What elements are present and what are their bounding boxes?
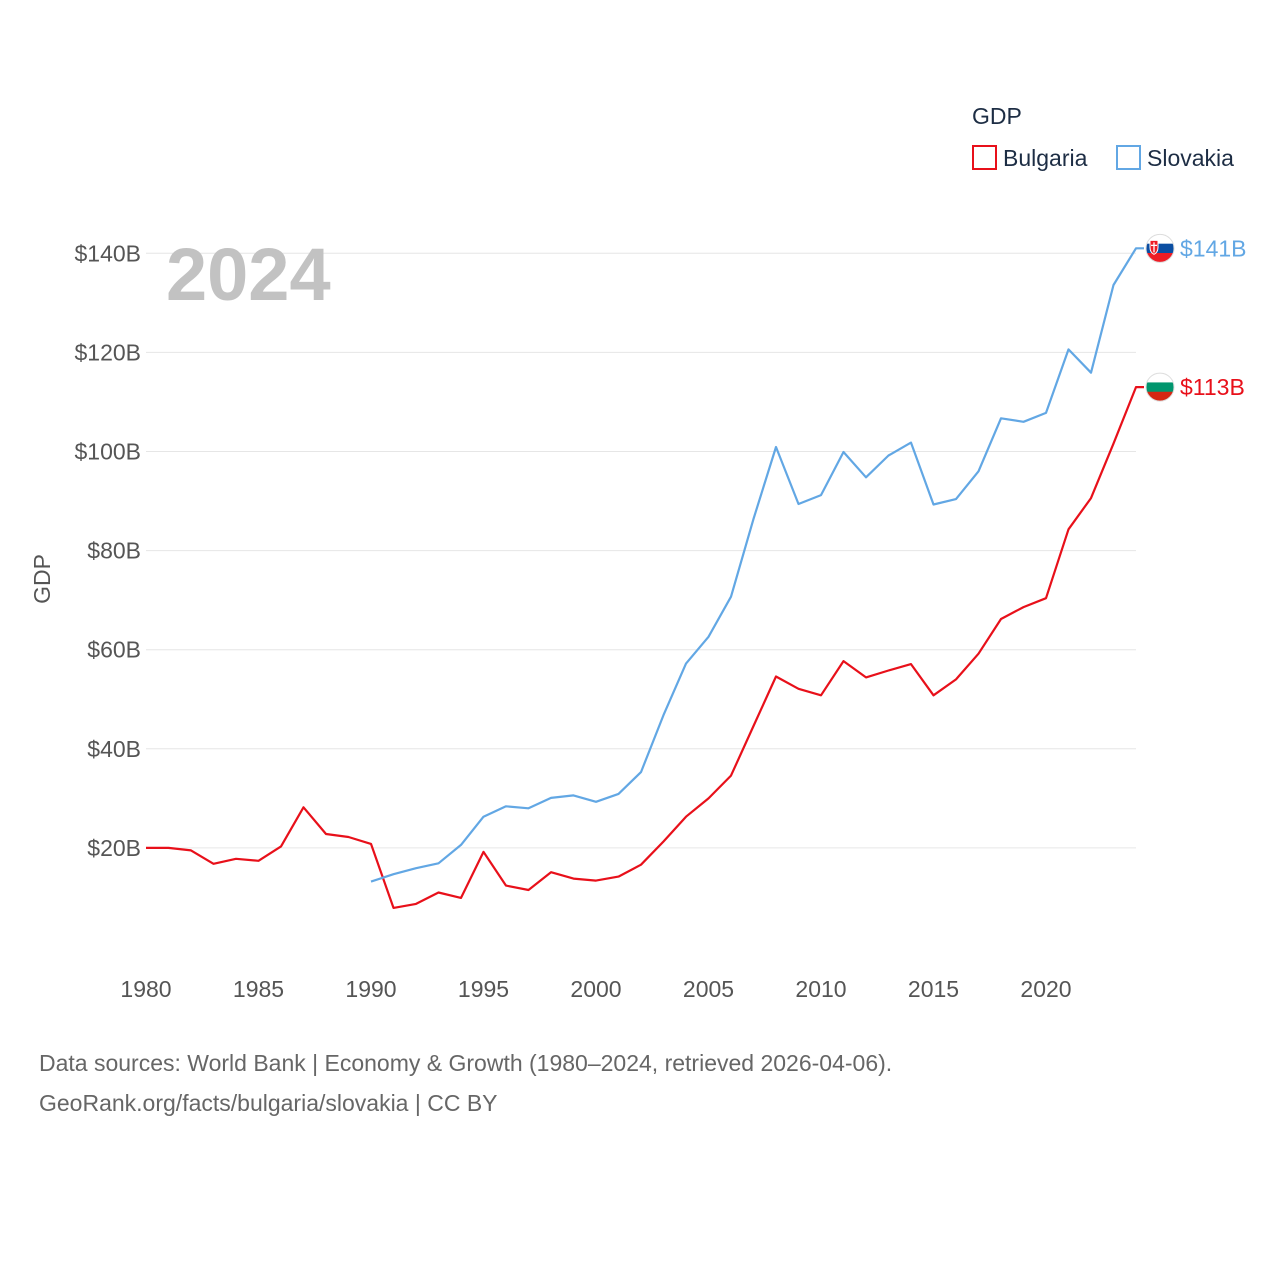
footer: Data sources: World Bank | Economy & Gro… [39, 1043, 892, 1123]
y-tick-label: $120B [74, 339, 141, 365]
series-line-slovakia [370, 247, 1144, 883]
x-tick-label: 2005 [683, 976, 734, 1002]
footer-source: Data sources: World Bank | Economy & Gro… [39, 1050, 893, 1076]
gridlines [146, 252, 1136, 849]
legend: GDP Bulgaria Slovakia [972, 103, 1234, 171]
legend-title: GDP [972, 103, 1022, 129]
y-tick-label: $20B [87, 835, 141, 861]
bulgaria-flag-icon [1145, 372, 1175, 402]
end-label-bulgaria: $113B [1180, 374, 1245, 400]
x-tick-label: 2000 [570, 976, 621, 1002]
legend-swatch-slovakia [1116, 145, 1141, 170]
x-tick-label: 1985 [233, 976, 284, 1002]
x-tick-label: 2015 [908, 976, 959, 1002]
y-tick-label: $80B [87, 538, 141, 564]
gdp-line-chart: $20B $40B $60B $80B $100B $120B $140B 1980 1985… [29, 103, 1247, 1002]
x-tick-label: 1995 [458, 976, 509, 1002]
legend-swatch-bulgaria [972, 145, 997, 170]
x-axis-ticks: 1980 1985 1990 1995 2000 2005 2010 2015 2020 [120, 976, 1071, 1002]
series-line-bulgaria [146, 386, 1144, 910]
slovakia-flag-icon [1145, 233, 1175, 263]
y-tick-label: $60B [87, 637, 141, 663]
y-axis-ticks: $20B $40B $60B $80B $100B $120B $140B [74, 240, 141, 861]
y-tick-label: $140B [74, 240, 141, 266]
end-labels: $113B $141B [1145, 233, 1247, 402]
x-tick-label: 2020 [1020, 976, 1071, 1002]
legend-label-slovakia: Slovakia [1147, 145, 1234, 171]
y-tick-label: $100B [74, 439, 141, 465]
end-label-slovakia: $141B [1180, 235, 1247, 261]
y-axis-title: GDP [29, 554, 55, 604]
x-tick-label: 1980 [120, 976, 171, 1002]
year-label: 2024 [166, 233, 331, 316]
series-lines [146, 247, 1144, 910]
y-tick-label: $40B [87, 736, 141, 762]
x-tick-label: 2010 [795, 976, 846, 1002]
footer-attribution: GeoRank.org/facts/bulgaria/slovakia | CC… [39, 1090, 498, 1116]
legend-label-bulgaria: Bulgaria [1003, 145, 1088, 171]
x-tick-label: 1990 [345, 976, 396, 1002]
